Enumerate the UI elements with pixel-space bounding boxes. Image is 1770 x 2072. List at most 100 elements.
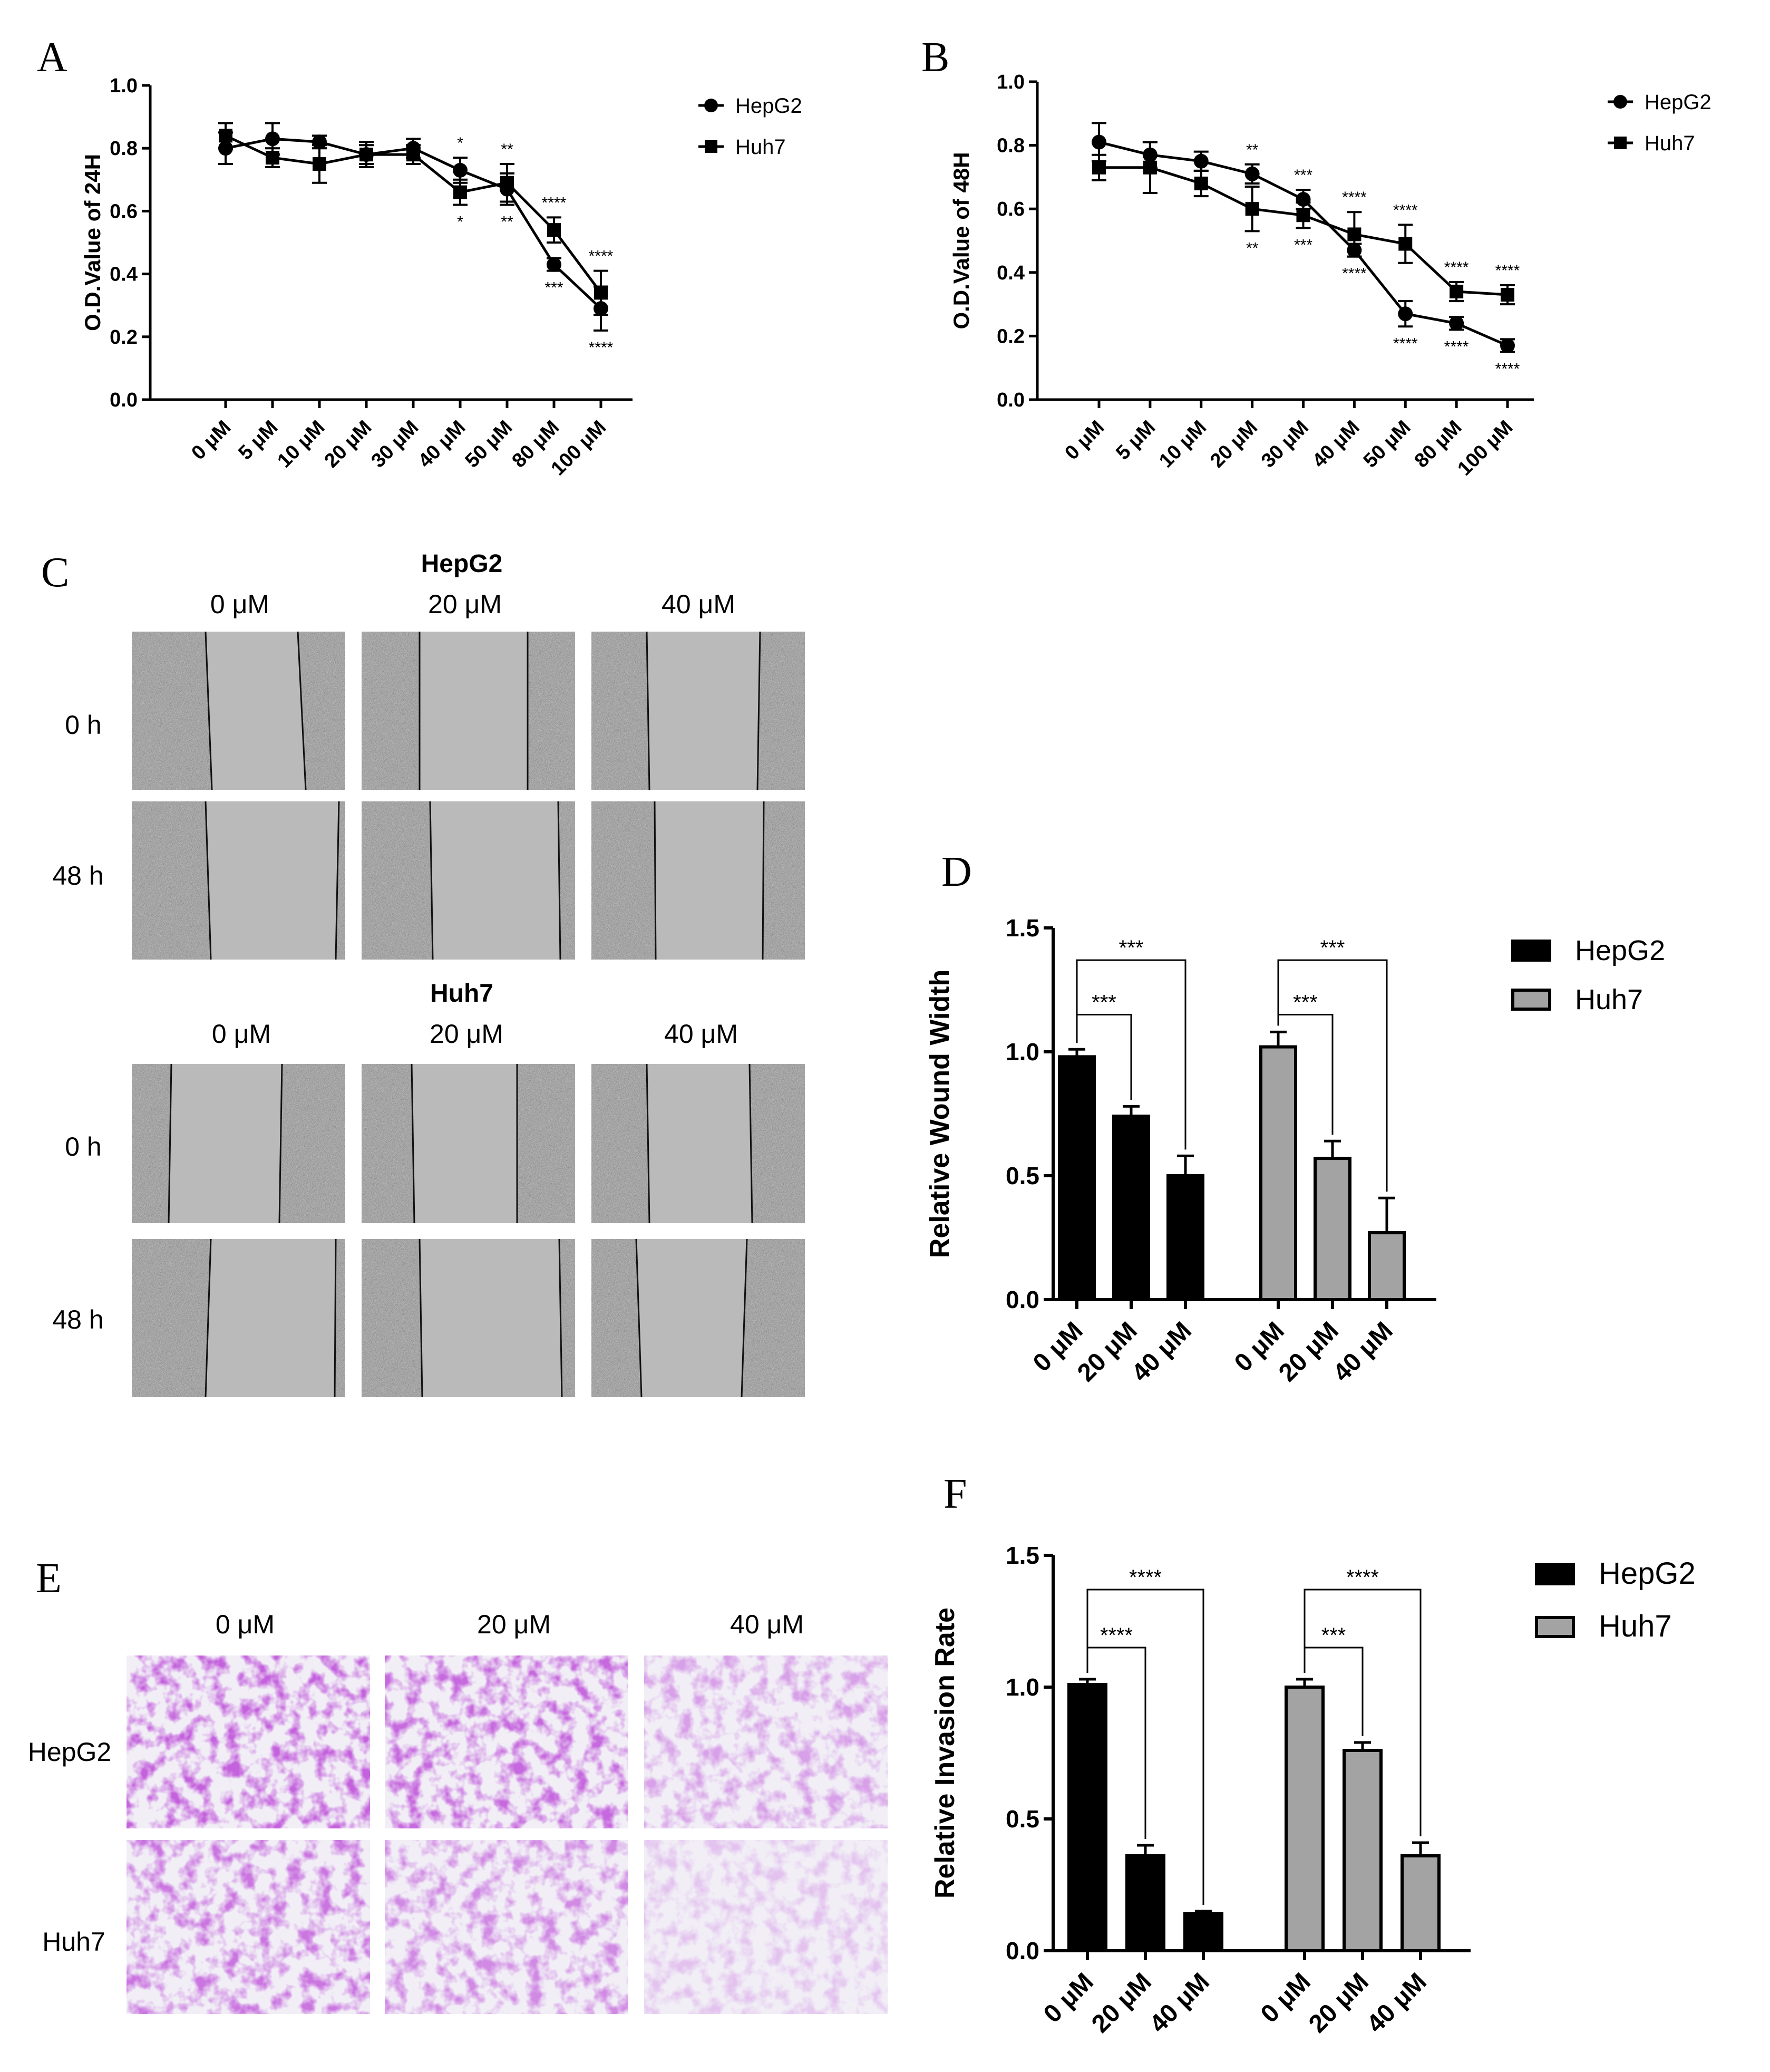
- wound-edge-line: [297, 631, 307, 790]
- y-tick-label: 0.0: [110, 389, 138, 411]
- bar-hepg2: [1067, 1683, 1107, 1952]
- significance-label: ***: [1320, 936, 1345, 960]
- data-point-hepg2: [1092, 134, 1106, 150]
- data-point-huh7: [453, 185, 467, 199]
- wound-row-0h: 0 h: [65, 710, 102, 740]
- wound-gap: [647, 1064, 752, 1223]
- wound-micrograph: [132, 1238, 345, 1398]
- y-tick-label: 0.8: [110, 138, 138, 160]
- wound-edge-line: [748, 1063, 753, 1224]
- significance-label: ****: [1495, 361, 1520, 378]
- y-tick-label: 1.0: [1006, 1038, 1039, 1066]
- significance-bracket: [1076, 959, 1187, 1150]
- significance-label: ****: [1346, 1566, 1379, 1589]
- x-tick-label: 20 μM: [1304, 1968, 1374, 2038]
- wound-edge-line: [756, 631, 761, 790]
- y-tick-label: 0.8: [997, 135, 1025, 157]
- data-point-hepg2: [1500, 338, 1515, 353]
- legend-label: Huh7: [1645, 132, 1695, 155]
- y-tick-label: 0.4: [110, 264, 138, 286]
- y-tick-label: 0.5: [1006, 1162, 1039, 1189]
- y-tick-label: 0.0: [997, 389, 1025, 411]
- bar-hepg2: [1183, 1912, 1223, 1952]
- x-tick-label: 100 μM: [1454, 417, 1518, 480]
- wound-edge-line: [411, 1063, 415, 1224]
- x-tick-label: 40 μM: [414, 417, 470, 472]
- y-tick-label: 0.4: [997, 262, 1025, 284]
- bar-hepg2: [1058, 1055, 1096, 1302]
- legend-label: HepG2: [1575, 935, 1665, 966]
- y-tick-label: 0.6: [110, 200, 138, 222]
- y-axis-label: Relative Invasion Rate: [930, 1608, 960, 1899]
- data-point-huh7: [219, 129, 232, 143]
- wound-col-0: 0 μM: [210, 589, 269, 619]
- data-point-huh7: [1143, 160, 1157, 175]
- data-point-huh7: [1450, 284, 1464, 298]
- significance-label: *: [457, 134, 463, 152]
- y-tick-label: 1.5: [1006, 1542, 1039, 1569]
- x-tick-label: 40 μM: [1308, 417, 1364, 472]
- data-point-hepg2: [1244, 166, 1260, 181]
- invasion-col-40: 40 μM: [730, 1610, 804, 1639]
- legend-label: Huh7: [735, 135, 786, 159]
- bar-hepg2: [1166, 1174, 1204, 1301]
- significance-label: ***: [1092, 991, 1116, 1014]
- wound-edge-line: [635, 1238, 643, 1398]
- invasion-micrograph: [644, 1655, 888, 1828]
- y-tick-label: 1.0: [1006, 1673, 1039, 1701]
- wound-gap: [169, 1064, 282, 1223]
- significance-label: ****: [1393, 335, 1418, 352]
- significance-label: ***: [1321, 1624, 1346, 1647]
- invasion-micrograph: [127, 1655, 370, 1828]
- x-tick-label: 20 μM: [1072, 1316, 1143, 1387]
- cell-speckles: [644, 1655, 888, 1828]
- data-point-huh7: [500, 176, 514, 190]
- wound-edge-line: [205, 801, 212, 960]
- wound-edge-line: [205, 631, 213, 790]
- data-point-hepg2: [1398, 306, 1413, 322]
- y-tick-label: 1.0: [997, 71, 1025, 93]
- invasion-col-0: 0 μM: [216, 1610, 275, 1639]
- legend-marker-hepg2: [704, 99, 718, 112]
- wound-gap: [647, 632, 760, 790]
- significance-bracket: [1086, 1589, 1204, 1905]
- significance-label: **: [501, 213, 513, 230]
- wound-edge-line: [278, 1063, 283, 1224]
- data-point-huh7: [1296, 208, 1310, 222]
- panel-label-b: B: [921, 34, 949, 81]
- bar-hepg2: [1125, 1854, 1165, 1952]
- invasion-micrograph: [127, 1840, 370, 2014]
- data-point-huh7: [1398, 237, 1413, 251]
- bar-hepg2: [1112, 1115, 1150, 1301]
- wound-micrograph: [591, 801, 805, 960]
- y-tick-label: 1.5: [1006, 914, 1039, 942]
- invasion-col-20: 20 μM: [477, 1610, 551, 1639]
- data-point-huh7: [1092, 160, 1106, 175]
- data-point-hepg2: [265, 131, 280, 147]
- wound-panel: HepG2 0 μM 20 μM 40 μM 0 h 48 h Huh7 0 μ…: [52, 550, 805, 1398]
- significance-label: ****: [1495, 262, 1520, 279]
- invasion-panel: 0 μM 20 μM 40 μM HepG2 Huh7: [28, 1610, 888, 2014]
- y-axis-label: Relative Wound Width: [925, 970, 955, 1258]
- x-tick-label: 40 μM: [1328, 1316, 1398, 1387]
- wound-gap: [206, 1239, 336, 1397]
- bar-huh7: [1368, 1231, 1406, 1302]
- wound-micrograph: [591, 1063, 805, 1224]
- wound-micrograph: [362, 801, 575, 960]
- wound-col-20: 20 μM: [428, 589, 502, 619]
- cell-speckles: [127, 1840, 370, 2014]
- x-tick-label: 0 μM: [187, 417, 235, 464]
- data-point-hepg2: [453, 162, 468, 178]
- data-point-huh7: [1194, 176, 1208, 190]
- x-tick-label: 20 μM: [1273, 1316, 1344, 1387]
- significance-label: ****: [1129, 1566, 1162, 1589]
- data-point-huh7: [359, 148, 373, 162]
- significance-label: ****: [589, 248, 614, 265]
- significance-label: **: [1246, 239, 1259, 257]
- wound-gap: [420, 632, 528, 790]
- wound-row-0h: 0 h: [65, 1132, 102, 1161]
- data-point-hepg2: [1193, 153, 1209, 169]
- invasion-row-huh7: Huh7: [42, 1927, 105, 1957]
